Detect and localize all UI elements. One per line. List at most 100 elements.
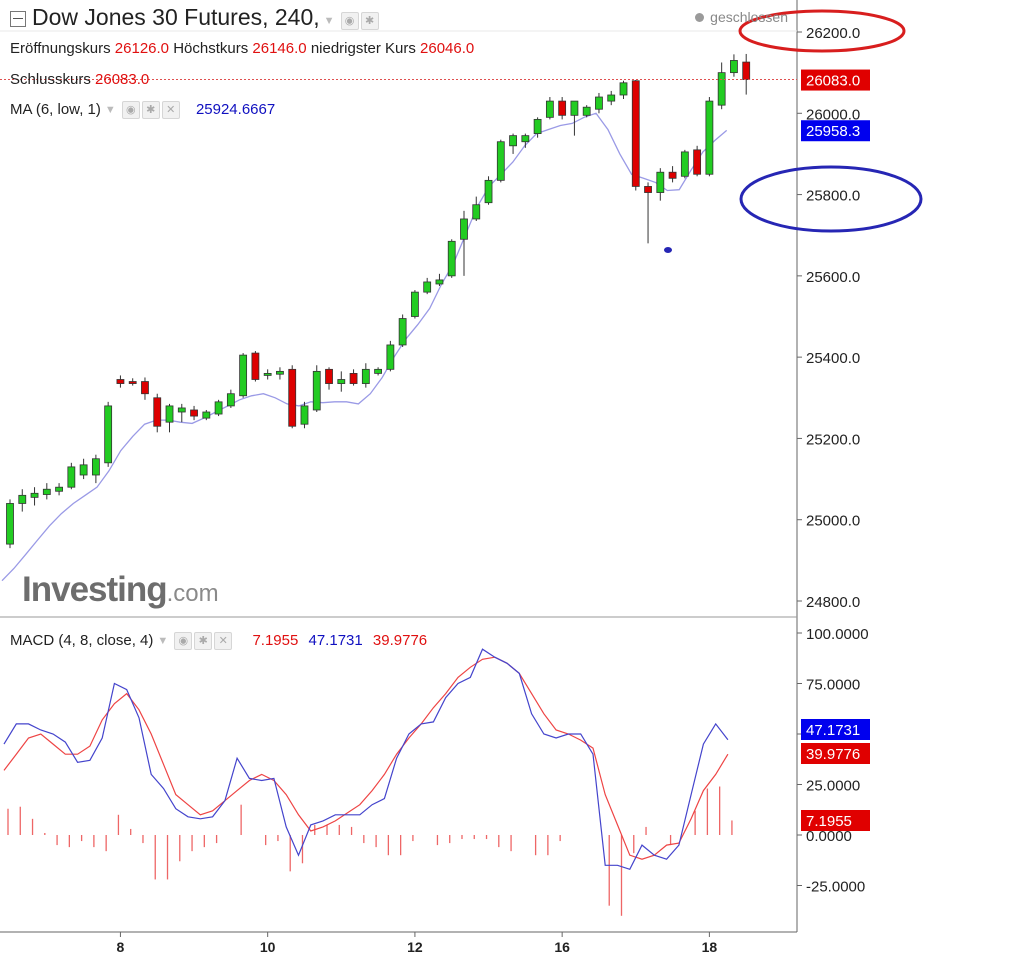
investing-logo: Investing.com <box>22 570 219 610</box>
candle-body <box>484 179 493 204</box>
ma-legend: MA (6, low, 1) ▼ ◉ ✱ ✕ 25924.6667 <box>10 101 276 120</box>
macd-line-tag <box>801 719 870 740</box>
candle-body <box>545 100 554 118</box>
price-tick-label: 25600.0 <box>806 269 860 286</box>
gear-icon[interactable]: ✱ <box>141 101 160 120</box>
candle-body <box>6 503 14 545</box>
chevron-down-icon[interactable]: ▼ <box>323 15 335 28</box>
ohlc-row: Eröffnungskurs 26126.0 Höchstkurs 26146.… <box>10 40 474 57</box>
candle-body <box>533 118 542 135</box>
price-tick-label: 24800.0 <box>806 594 860 611</box>
status-text: geschlossen <box>710 9 788 25</box>
candle-body <box>411 291 419 317</box>
candle-body <box>423 281 432 293</box>
close-value: 26083.0 <box>95 71 150 88</box>
candle-body <box>239 354 248 397</box>
macd-legend: MACD (4, 8, close, 4) ▼ ◉ ✱ ✕ 7.1955 47.1731… <box>10 632 428 651</box>
macd-hist-value: 7.1955 <box>252 632 299 649</box>
candle-body <box>141 381 149 395</box>
macd-hist-tag-text: 7.1955 <box>806 813 852 830</box>
macd-line-tag-text: 47.1731 <box>806 722 860 739</box>
gear-icon[interactable]: ✱ <box>360 12 379 31</box>
logo-brand: Investing <box>22 570 168 609</box>
macd-tick-label: 0.0000 <box>806 828 852 845</box>
eye-icon[interactable]: ◉ <box>121 101 140 120</box>
candle-body <box>165 405 174 423</box>
candles-layer <box>0 53 797 549</box>
candle-body <box>595 96 603 110</box>
low-value: 26046.0 <box>420 40 475 57</box>
candle-body <box>496 141 505 181</box>
macd-signal-value: 39.9776 <box>372 632 428 649</box>
price-tick-label: 25200.0 <box>806 431 860 448</box>
blue-highlight-ellipse <box>739 165 923 233</box>
candle-body <box>79 464 88 476</box>
candle-body <box>276 370 284 375</box>
candle-body <box>582 106 591 116</box>
ma-label: MA (6, low, 1) <box>10 101 101 118</box>
ma-price-tag-text: 25958.3 <box>806 123 860 140</box>
last-price-tag-text: 26083.0 <box>806 73 860 90</box>
candle-body <box>472 204 481 220</box>
blue-dot-marker <box>664 247 672 253</box>
ma-value: 25924.6667 <box>195 101 276 118</box>
candle-body <box>300 405 309 425</box>
eye-icon[interactable]: ◉ <box>174 632 193 651</box>
candle-body <box>619 82 628 96</box>
price-tick-label: 26000.0 <box>806 106 860 123</box>
candle-body <box>349 372 358 384</box>
axis-layer: 26200.0 26000.0 25800.0 25600.0 25400.0 25200… <box>117 25 870 955</box>
candle-body <box>447 240 456 277</box>
logo-suffix: .com <box>166 580 219 607</box>
time-tick-label: 8 <box>117 939 125 955</box>
candle-body <box>509 135 517 147</box>
red-highlight-ellipse <box>738 9 906 53</box>
chevron-down-icon[interactable]: ▼ <box>104 104 116 117</box>
candle-body <box>570 100 579 116</box>
candle-body <box>656 171 665 193</box>
ma-price-tag <box>801 120 870 142</box>
candle-body <box>128 381 137 384</box>
candle-body <box>521 135 530 143</box>
candle-body <box>361 368 370 384</box>
candle-body <box>435 279 444 285</box>
price-tick-label: 25400.0 <box>806 350 860 367</box>
close-icon[interactable]: ✕ <box>214 632 233 651</box>
candle-body <box>91 458 100 476</box>
gear-icon[interactable]: ✱ <box>194 632 213 651</box>
open-label: Eröffnungskurs <box>10 40 111 57</box>
candle-body <box>42 488 51 495</box>
macd-tick-label: 75.0000 <box>806 677 860 694</box>
macd-label: MACD (4, 8, close, 4) <box>10 632 154 649</box>
candle-body <box>337 379 346 384</box>
high-label: Höchstkurs <box>173 40 249 57</box>
candle-body <box>18 494 27 504</box>
close-icon[interactable]: ✕ <box>161 101 180 120</box>
candle-body <box>693 149 702 175</box>
collapse-icon[interactable] <box>10 11 26 28</box>
chart-title: Dow Jones 30 Futures, 240, <box>32 4 320 30</box>
close-row: Schlusskurs 26083.0 <box>10 71 149 88</box>
candle-body <box>644 186 652 193</box>
eye-icon[interactable]: ◉ <box>340 12 359 31</box>
macd-tick-label: 100.0000 <box>806 626 869 643</box>
candle-body <box>190 409 198 417</box>
candle-body <box>730 60 738 74</box>
candle-body <box>30 492 39 498</box>
candle-body <box>460 218 468 240</box>
candle-body <box>226 393 235 407</box>
candle-body <box>251 352 260 380</box>
candle-body <box>631 80 640 187</box>
candle-body <box>558 100 567 116</box>
candle-body <box>705 100 714 175</box>
candle-body <box>116 379 125 384</box>
macd-signal-tag <box>801 743 870 764</box>
candle-body <box>386 344 395 370</box>
market-status: geschlossen <box>695 9 788 25</box>
chevron-down-icon[interactable]: ▼ <box>157 635 169 648</box>
price-tick-label: 26200.0 <box>806 25 860 42</box>
high-value: 26146.0 <box>252 40 307 57</box>
candle-body <box>680 151 689 177</box>
candle-body <box>325 368 333 384</box>
